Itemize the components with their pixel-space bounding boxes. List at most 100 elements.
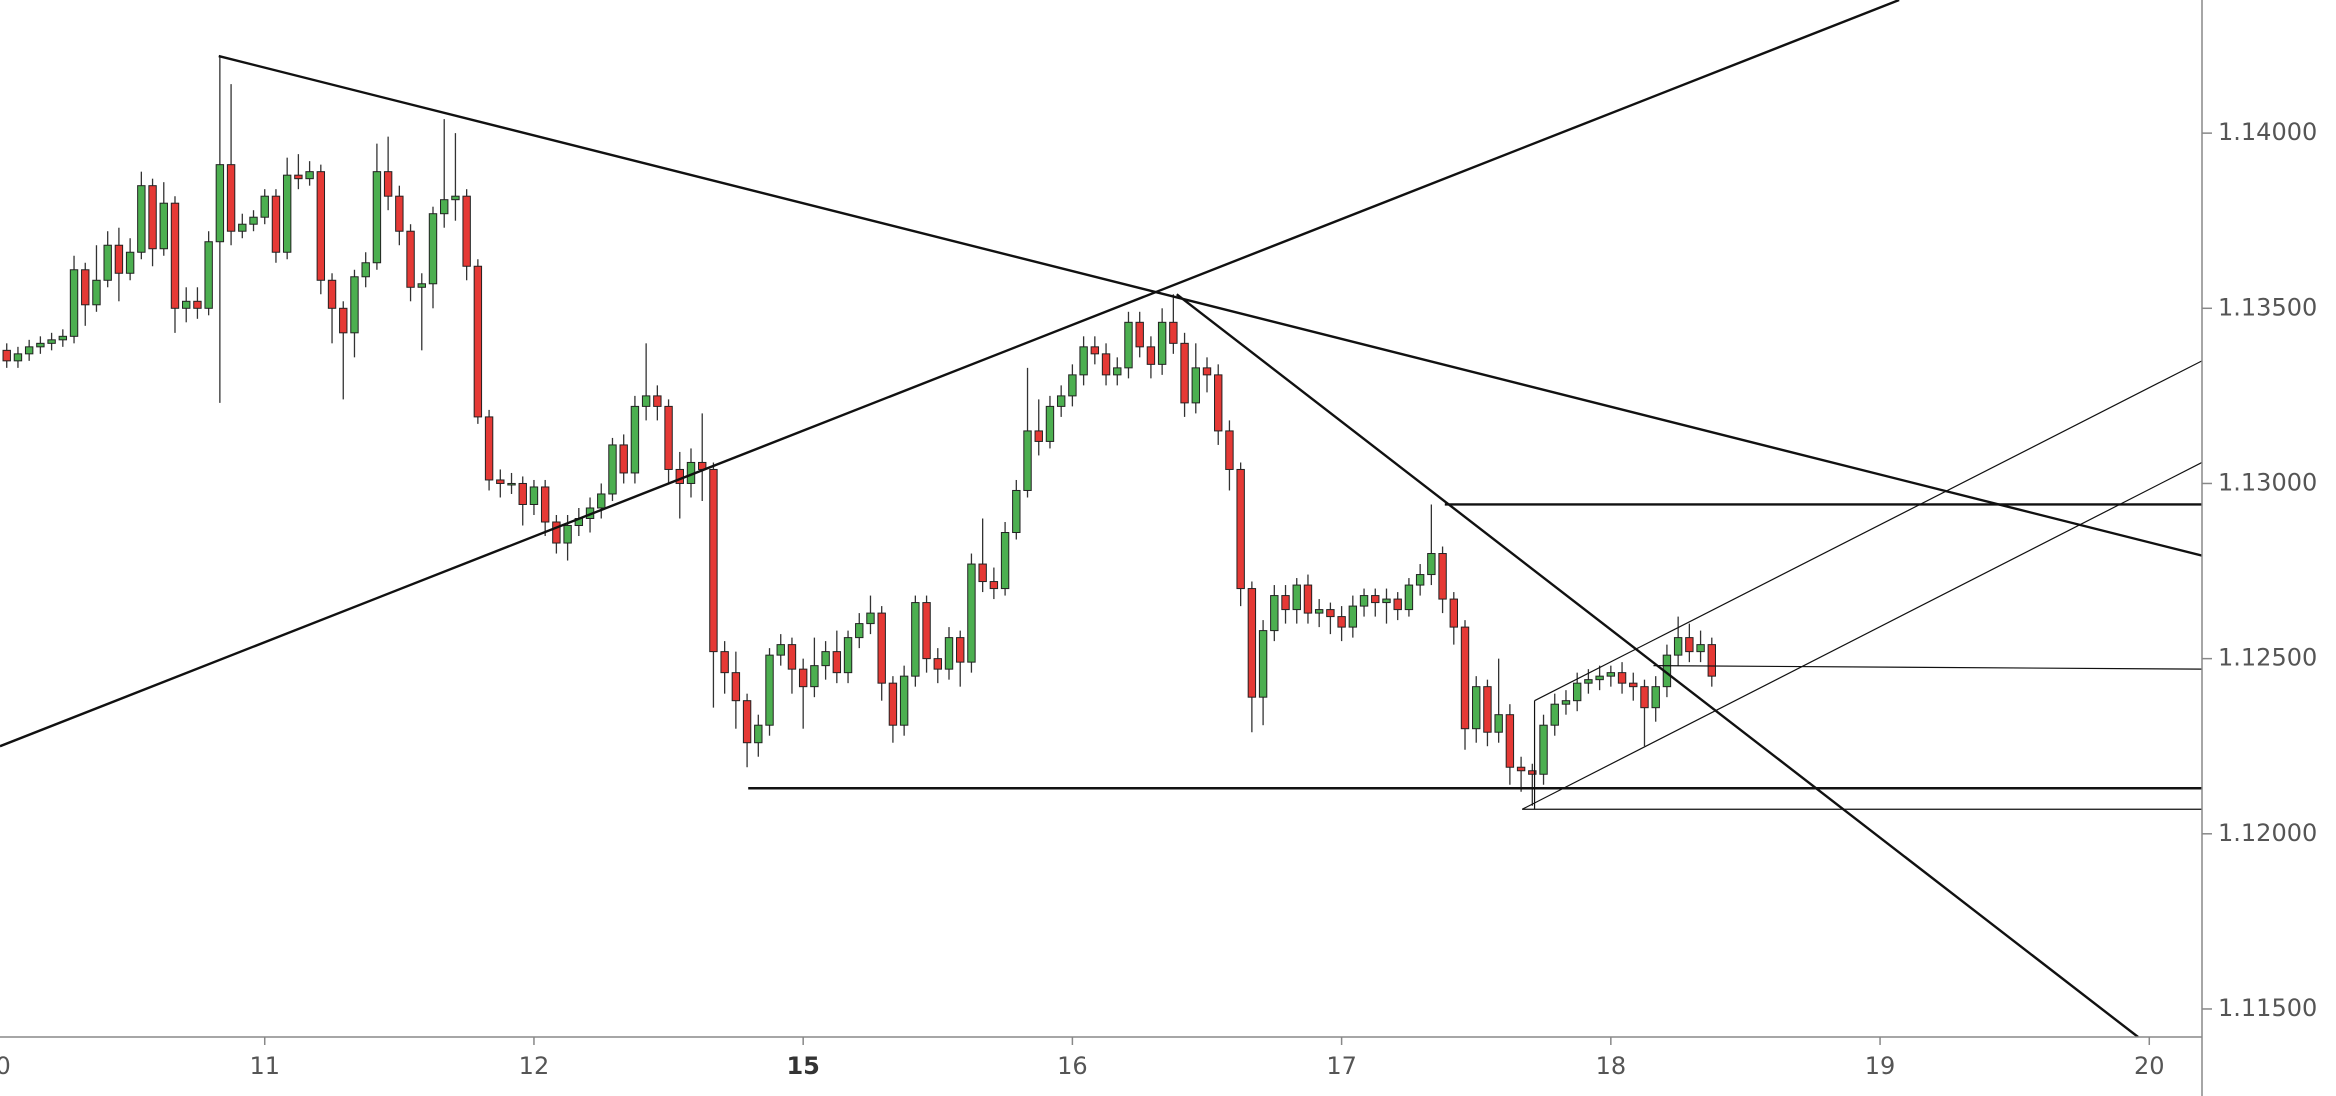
candle-body xyxy=(507,482,516,486)
candle-body xyxy=(1460,626,1470,730)
candle-body xyxy=(13,353,23,362)
candle-body xyxy=(1449,598,1458,628)
candle-body xyxy=(1337,616,1346,628)
candle-body xyxy=(1135,321,1144,348)
candle-body xyxy=(36,342,45,348)
candle-body xyxy=(1303,584,1313,614)
candle-body xyxy=(294,174,303,180)
candle-body xyxy=(1427,553,1436,576)
candle-body xyxy=(451,195,460,201)
candle-body xyxy=(193,300,202,309)
candle-body xyxy=(47,339,56,344)
candle-body xyxy=(911,602,920,677)
candle-body xyxy=(518,482,527,505)
candle-body xyxy=(372,171,382,264)
candle-body xyxy=(855,623,864,639)
candle-body xyxy=(1326,609,1335,618)
candle-body xyxy=(428,213,438,285)
candle-body xyxy=(1707,644,1716,677)
candle-body xyxy=(440,199,449,215)
candle-body xyxy=(383,171,393,197)
candle-body xyxy=(238,223,247,232)
candle-body xyxy=(1090,346,1100,355)
candle-body xyxy=(1494,714,1503,733)
candle-body xyxy=(305,171,314,180)
candle-body xyxy=(1214,374,1223,432)
drawing-line xyxy=(1534,360,2202,702)
candle-body xyxy=(1505,714,1515,768)
drawing-line xyxy=(1653,665,2202,670)
candle-body xyxy=(1202,367,1212,376)
candle-body xyxy=(540,486,550,523)
candle-body xyxy=(1236,468,1245,590)
candle-body xyxy=(989,581,999,590)
candle-body xyxy=(1258,630,1268,698)
candle-body xyxy=(1270,595,1279,632)
candle-body xyxy=(709,468,718,653)
candle-body xyxy=(350,276,359,334)
candle-body xyxy=(877,612,886,684)
candle-body xyxy=(271,195,281,253)
candle-body xyxy=(1696,644,1705,653)
candle-body xyxy=(1595,675,1604,681)
candle-body xyxy=(1034,430,1043,442)
candle-body xyxy=(843,637,853,674)
candle-body xyxy=(215,164,225,243)
candle-body xyxy=(1404,584,1414,611)
candle-body xyxy=(619,444,628,474)
candle-body xyxy=(1225,430,1234,470)
candle-body xyxy=(552,521,561,544)
candle-body xyxy=(1640,686,1649,709)
candle-body xyxy=(1146,346,1156,365)
y-tick-label: 1.12500 xyxy=(2218,644,2317,672)
candle-body xyxy=(978,563,987,583)
drawing-line xyxy=(0,0,1900,748)
candle-body xyxy=(1023,430,1032,491)
candle-body xyxy=(1157,321,1167,365)
candle-body xyxy=(1314,609,1324,614)
candle-body xyxy=(944,637,954,670)
candle-body xyxy=(641,395,651,407)
candle-body xyxy=(1000,532,1010,590)
plot-area xyxy=(0,0,2202,1037)
candle-body xyxy=(1651,686,1660,709)
candle-body xyxy=(1068,374,1077,397)
candle-body xyxy=(967,563,976,663)
candle-body xyxy=(1393,598,1402,611)
candle-body xyxy=(103,244,112,281)
y-tick-label: 1.14000 xyxy=(2218,118,2317,146)
candle-body xyxy=(529,486,539,505)
candle-body xyxy=(1281,595,1290,611)
candle-body xyxy=(1539,724,1548,775)
drawing-line xyxy=(218,54,2202,557)
x-tick-label: 15 xyxy=(786,1052,819,1080)
candle-body xyxy=(1371,595,1380,604)
candle-body xyxy=(484,416,494,481)
x-tick-label: 20 xyxy=(2134,1052,2165,1080)
candle-body xyxy=(1629,682,1638,688)
candle-body xyxy=(1113,367,1122,376)
candle-body xyxy=(933,658,942,670)
candle-body xyxy=(1292,584,1301,611)
x-tick-label: 19 xyxy=(1865,1052,1896,1080)
candle-body xyxy=(1584,679,1593,684)
candle-body xyxy=(1550,703,1559,726)
candle-body xyxy=(316,171,326,281)
candle-body xyxy=(406,230,415,288)
drawing-line xyxy=(1521,461,2202,810)
candle-body xyxy=(899,675,909,726)
candle-body xyxy=(664,405,673,470)
candle-body xyxy=(1606,672,1616,677)
candle-body xyxy=(69,269,79,337)
candle-body xyxy=(260,195,269,218)
candle-body xyxy=(114,244,124,274)
x-tick-label: 18 xyxy=(1596,1052,1627,1080)
candle-body xyxy=(125,251,135,274)
candle-body xyxy=(720,651,729,674)
candle-body xyxy=(597,493,606,509)
candle-body xyxy=(137,185,146,253)
candle-body xyxy=(496,479,505,484)
candle-body xyxy=(1045,405,1055,442)
candle-body xyxy=(1124,321,1133,369)
